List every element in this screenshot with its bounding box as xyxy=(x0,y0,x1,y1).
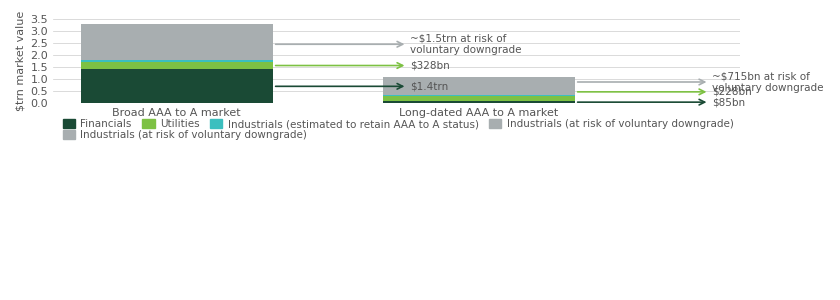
Text: $1.4trn: $1.4trn xyxy=(276,81,449,91)
Text: $85bn: $85bn xyxy=(578,97,745,107)
Text: ~$1.5trn at risk of
voluntary downgrade: ~$1.5trn at risk of voluntary downgrade xyxy=(276,33,522,55)
Legend: Industrials (at risk of voluntary downgrade): Industrials (at risk of voluntary downgr… xyxy=(58,126,312,144)
Bar xyxy=(383,77,575,94)
Bar xyxy=(383,94,575,96)
Bar xyxy=(81,70,273,103)
Bar xyxy=(81,61,273,70)
Text: ~$715bn at risk of
voluntary downgrade: ~$715bn at risk of voluntary downgrade xyxy=(578,71,823,93)
Text: $328bn: $328bn xyxy=(276,61,450,70)
Bar xyxy=(81,24,273,61)
Text: $228bn: $228bn xyxy=(578,87,752,97)
Bar xyxy=(383,101,575,103)
Bar xyxy=(383,96,575,101)
Y-axis label: $trn market value: $trn market value xyxy=(15,11,25,111)
